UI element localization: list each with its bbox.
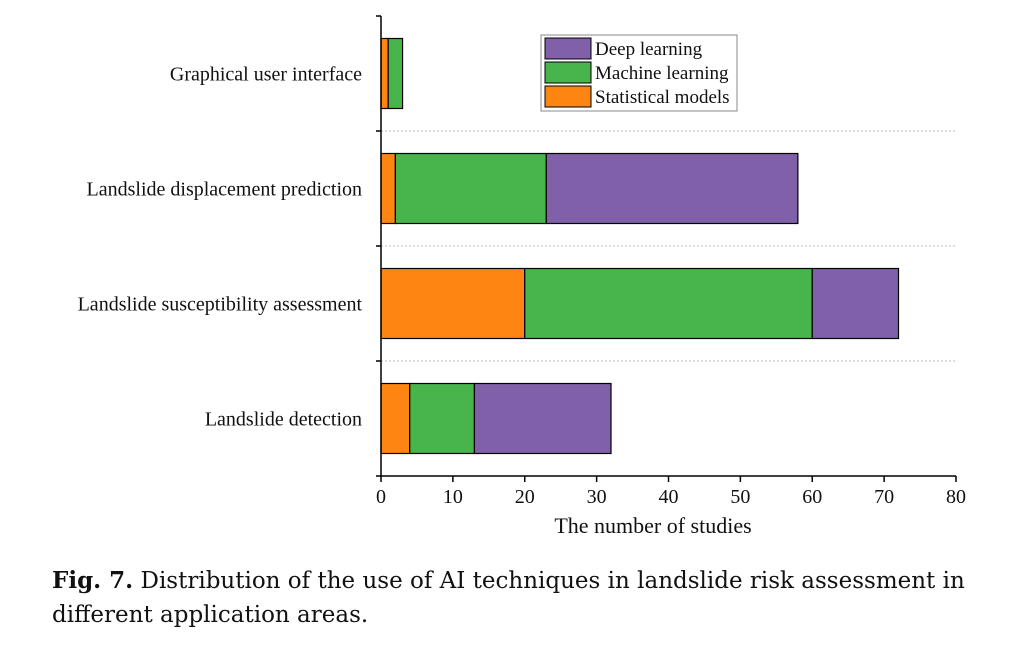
legend-swatch: [544, 37, 592, 60]
bar-segment: [524, 267, 813, 340]
legend-label: Statistical models: [595, 87, 730, 108]
bar-segment: [394, 152, 547, 225]
legend-label: Machine learning: [595, 63, 729, 84]
category-labels: Graphical user interface Landslide displa…: [78, 64, 363, 431]
x-tick-label: 30: [587, 486, 607, 508]
figure-caption-label: Fig. 7.: [52, 567, 134, 594]
bar-segment: [380, 382, 411, 455]
bar-segment: [811, 267, 900, 340]
x-tick-label: 10: [443, 486, 463, 508]
x-tick-label: 70: [874, 486, 894, 508]
axes: [376, 15, 957, 482]
x-tick-label: 20: [515, 486, 535, 508]
figure-caption: Fig. 7. Distribution of the use of AI te…: [52, 564, 977, 632]
stacked-bar-chart: Graphical user interface Landslide displa…: [78, 15, 966, 538]
bar-segment: [409, 382, 476, 455]
bar-segment: [473, 382, 612, 455]
figure-caption-text: Distribution of the use of AI techniques…: [52, 568, 965, 628]
bar-segment: [380, 37, 389, 110]
bar-segment: [545, 152, 799, 225]
bar-segment: [387, 37, 404, 110]
x-tick-label: 0: [376, 486, 386, 508]
category-label: Graphical user interface: [170, 64, 362, 86]
x-tick-label: 60: [802, 486, 822, 508]
legend-label: Deep learning: [595, 39, 703, 60]
bar-segment: [380, 267, 526, 340]
bar-segment: [380, 152, 396, 225]
bar-segments: [380, 37, 900, 455]
category-label: Landslide susceptibility assessment: [78, 294, 363, 316]
x-tick-label: 40: [659, 486, 679, 508]
category-label: Landslide displacement prediction: [87, 179, 362, 201]
x-tick-label: 50: [730, 486, 750, 508]
x-tick-label: 80: [946, 486, 966, 508]
legend-swatch: [544, 61, 592, 84]
x-axis-title: The number of studies: [554, 513, 751, 538]
category-label: Landslide detection: [205, 409, 362, 431]
legend-swatch: [544, 85, 592, 108]
x-tick-labels: 0 10 20 30 40 50 60 70 80: [376, 486, 966, 508]
legend: Deep learning Machine learning Statistical…: [540, 34, 738, 112]
